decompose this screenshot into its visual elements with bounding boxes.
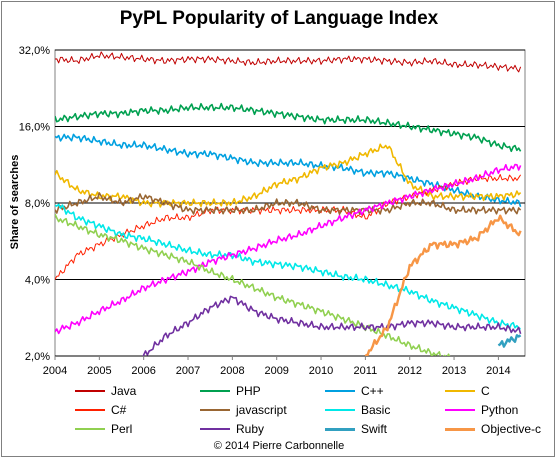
y-tick-label: 16,0%	[19, 122, 50, 134]
y-tick-label: 2,0%	[25, 351, 50, 363]
legend-label: Swift	[361, 422, 388, 436]
legend-swatch	[445, 409, 475, 411]
legend-swatch	[200, 390, 230, 392]
x-tick-label: 2012	[397, 365, 421, 377]
series-line-objective-c	[364, 214, 522, 356]
chart-title: PyPL Popularity of Language Index	[119, 8, 439, 29]
legend-swatch	[325, 409, 355, 411]
series-line-java	[55, 51, 522, 73]
legend-label: Perl	[111, 422, 133, 436]
x-tick-label: 2013	[442, 365, 466, 377]
y-tick-label: 8,0%	[25, 198, 50, 210]
legend-label: javascript	[236, 403, 287, 417]
legend-swatch	[200, 409, 230, 411]
series-line-basic	[55, 203, 521, 330]
series-line-swift	[497, 334, 522, 348]
series-line-perl	[55, 213, 451, 356]
legend-swatch	[445, 390, 475, 392]
legend-label: C++	[361, 384, 384, 398]
x-tick-label: 2009	[264, 365, 288, 377]
series-line-python	[55, 163, 522, 335]
x-tick-label: 2004	[43, 365, 67, 377]
series-line-c-	[55, 174, 522, 280]
legend-swatch	[325, 428, 355, 431]
legend-label: C#	[111, 403, 127, 417]
legend-label: Ruby	[236, 422, 265, 436]
x-tick-label: 2007	[176, 365, 200, 377]
x-tick-label: 2006	[131, 365, 155, 377]
legend-label: Objective-c	[481, 422, 542, 436]
legend-label: Python	[481, 403, 519, 417]
legend-swatch	[75, 390, 105, 392]
legend-label: Java	[111, 384, 137, 398]
legend-label: PHP	[236, 384, 261, 398]
series-line-ruby	[142, 295, 522, 356]
y-tick-label: 32,0%	[19, 45, 50, 57]
series-line-javascript	[55, 192, 522, 216]
legend-swatch	[75, 428, 105, 430]
x-tick-label: 2008	[220, 365, 244, 377]
y-tick-label: 4,0%	[25, 275, 50, 287]
copyright-note: © 2014 Pierre Carbonnelle	[213, 440, 345, 452]
legend-swatch	[75, 409, 105, 411]
x-tick-label: 2005	[87, 365, 111, 377]
legend-label: C	[481, 384, 490, 398]
x-tick-label: 2011	[354, 365, 378, 377]
legend-swatch	[445, 428, 475, 431]
x-tick-label: 2010	[309, 365, 333, 377]
legend-swatch	[200, 428, 230, 430]
series-line-c	[55, 143, 522, 208]
x-tick-label: 2014	[486, 365, 510, 377]
legend-swatch	[325, 390, 355, 392]
series-line-php	[55, 102, 522, 153]
legend-label: Basic	[361, 403, 391, 417]
